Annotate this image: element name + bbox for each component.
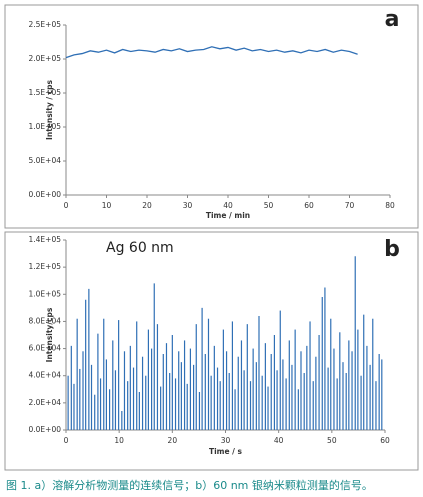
annotation: Ag 60 nm	[106, 240, 174, 256]
y-tick-label: 5.0E+04	[29, 156, 62, 165]
y-tick-label: 2.5E+05	[29, 20, 62, 29]
y-tick-label: 0.0E+00	[29, 190, 62, 199]
panel-label: a	[385, 7, 400, 32]
x-axis-label: Time / min	[206, 211, 250, 220]
x-tick-label: 80	[385, 201, 395, 210]
y-tick-label: 8.0E+04	[29, 316, 62, 325]
x-tick-label: 30	[183, 201, 193, 210]
x-axis-label: Time / s	[209, 447, 243, 456]
x-tick-label: 20	[168, 436, 178, 445]
y-tick-label: 4.0E+04	[29, 371, 62, 380]
y-tick-label: 1.4E+05	[29, 235, 62, 244]
x-tick-label: 70	[345, 201, 355, 210]
x-tick-label: 30	[221, 436, 231, 445]
y-tick-label: 2.0E+05	[29, 54, 62, 63]
panel-frame	[4, 4, 419, 229]
x-tick-label: 60	[380, 436, 390, 445]
y-tick-label: 1.0E+05	[29, 289, 62, 298]
caption: 图 1. a）溶解分析物测量的连续信号；b）60 nm 银纳米颗粒测量的信号。	[6, 478, 373, 492]
data-line	[65, 46, 358, 59]
x-tick-label: 60	[304, 201, 314, 210]
y-tick-label: 1.5E+05	[29, 88, 62, 97]
y-tick-label: 1.0E+05	[29, 122, 62, 131]
y-tick-label: 2.0E+04	[29, 398, 62, 407]
y-axis-label: Intensity/cps	[45, 307, 54, 362]
x-tick-label: 50	[327, 436, 337, 445]
x-tick-label: 0	[64, 201, 69, 210]
x-tick-label: 40	[223, 201, 233, 210]
x-tick-label: 10	[102, 201, 112, 210]
x-tick-label: 10	[114, 436, 124, 445]
x-tick-label: 40	[274, 436, 284, 445]
y-tick-label: 1.2E+05	[29, 262, 62, 271]
x-tick-label: 20	[142, 201, 152, 210]
x-tick-label: 50	[264, 201, 274, 210]
y-tick-label: 6.0E+04	[29, 344, 62, 353]
x-tick-label: 0	[64, 436, 69, 445]
panel-frame	[4, 231, 419, 471]
y-tick-label: 0.0E+00	[29, 425, 62, 434]
y-axis-label: Intensity / cps	[45, 80, 54, 140]
panel-label: b	[384, 237, 400, 262]
